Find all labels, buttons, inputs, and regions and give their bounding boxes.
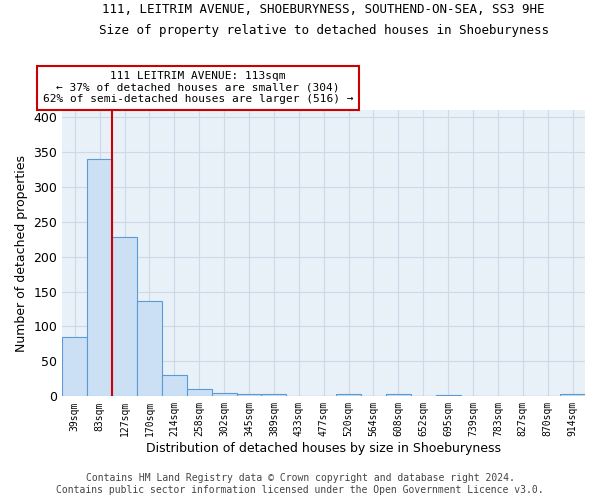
Bar [137,300,162,396]
Bar [336,394,361,396]
Bar [386,394,411,396]
Bar [112,237,137,396]
Bar [212,393,236,396]
Bar [436,395,461,396]
Text: 111 LEITRIM AVENUE: 113sqm
← 37% of detached houses are smaller (304)
62% of sem: 111 LEITRIM AVENUE: 113sqm ← 37% of deta… [43,71,353,104]
Bar [262,394,286,396]
Bar [560,394,585,396]
Title: 111, LEITRIM AVENUE, SHOEBURYNESS, SOUTHEND-ON-SEA, SS3 9HE
Size of property rel: 111, LEITRIM AVENUE, SHOEBURYNESS, SOUTH… [98,2,548,36]
Bar [162,376,187,396]
X-axis label: Distribution of detached houses by size in Shoeburyness: Distribution of detached houses by size … [146,442,501,455]
Bar [62,337,87,396]
Bar [87,159,112,396]
Text: Contains HM Land Registry data © Crown copyright and database right 2024.
Contai: Contains HM Land Registry data © Crown c… [56,474,544,495]
Bar [236,394,262,396]
Bar [187,390,212,396]
Y-axis label: Number of detached properties: Number of detached properties [15,154,28,352]
